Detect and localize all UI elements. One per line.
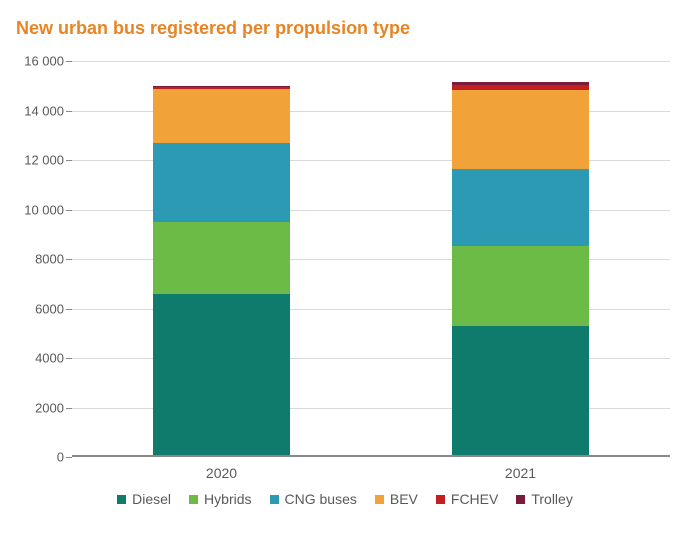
legend-label: BEV <box>390 491 418 507</box>
y-axis-label: 12 000 <box>14 153 64 168</box>
legend-swatch <box>117 495 126 504</box>
segment-hybrids <box>452 246 590 326</box>
y-axis-tick <box>66 160 72 161</box>
legend-swatch <box>375 495 384 504</box>
y-axis-tick <box>66 210 72 211</box>
chart-area: 0 2000 4000 6000 8000 10 000 12 000 14 000 16 00… <box>14 55 676 485</box>
y-axis-label: 16 000 <box>14 54 64 69</box>
legend-label: CNG buses <box>285 491 357 507</box>
x-axis-label: 2020 <box>206 465 237 481</box>
y-axis-label: 10 000 <box>14 202 64 217</box>
y-axis-tick <box>66 457 72 458</box>
legend-swatch <box>189 495 198 504</box>
legend-label: Trolley <box>531 491 573 507</box>
y-axis-tick <box>66 259 72 260</box>
y-axis-tick <box>66 309 72 310</box>
y-axis-tick <box>66 111 72 112</box>
legend: Diesel Hybrids CNG buses BEV FCHEV Trolley <box>14 491 676 507</box>
grid-line <box>72 61 670 62</box>
legend-item-bev: BEV <box>375 491 418 507</box>
y-axis-label: 14 000 <box>14 103 64 118</box>
segment-hybrids <box>153 222 291 294</box>
y-axis-label: 2000 <box>14 400 64 415</box>
y-axis-tick <box>66 358 72 359</box>
legend-label: FCHEV <box>451 491 498 507</box>
plot-region <box>72 61 670 457</box>
y-axis-tick <box>66 61 72 62</box>
legend-item-diesel: Diesel <box>117 491 171 507</box>
legend-item-cng-buses: CNG buses <box>270 491 357 507</box>
legend-item-fchev: FCHEV <box>436 491 498 507</box>
bar-2021 <box>452 82 590 455</box>
legend-swatch <box>516 495 525 504</box>
y-axis-label: 4000 <box>14 351 64 366</box>
legend-swatch <box>270 495 279 504</box>
chart-title: New urban bus registered per propulsion … <box>16 18 676 39</box>
y-axis-label: 0 <box>14 450 64 465</box>
legend-label: Diesel <box>132 491 171 507</box>
segment-cng-buses <box>452 169 590 246</box>
legend-swatch <box>436 495 445 504</box>
y-axis-label: 6000 <box>14 301 64 316</box>
segment-bev <box>452 90 590 169</box>
segment-bev <box>153 89 291 143</box>
legend-item-trolley: Trolley <box>516 491 573 507</box>
bar-2020 <box>153 86 291 455</box>
segment-diesel <box>153 294 291 455</box>
x-axis-label: 2021 <box>505 465 536 481</box>
segment-cng-buses <box>153 143 291 222</box>
y-axis-tick <box>66 408 72 409</box>
legend-label: Hybrids <box>204 491 251 507</box>
legend-item-hybrids: Hybrids <box>189 491 251 507</box>
y-axis-label: 8000 <box>14 252 64 267</box>
segment-diesel <box>452 326 590 455</box>
chart-container: New urban bus registered per propulsion … <box>0 0 690 547</box>
